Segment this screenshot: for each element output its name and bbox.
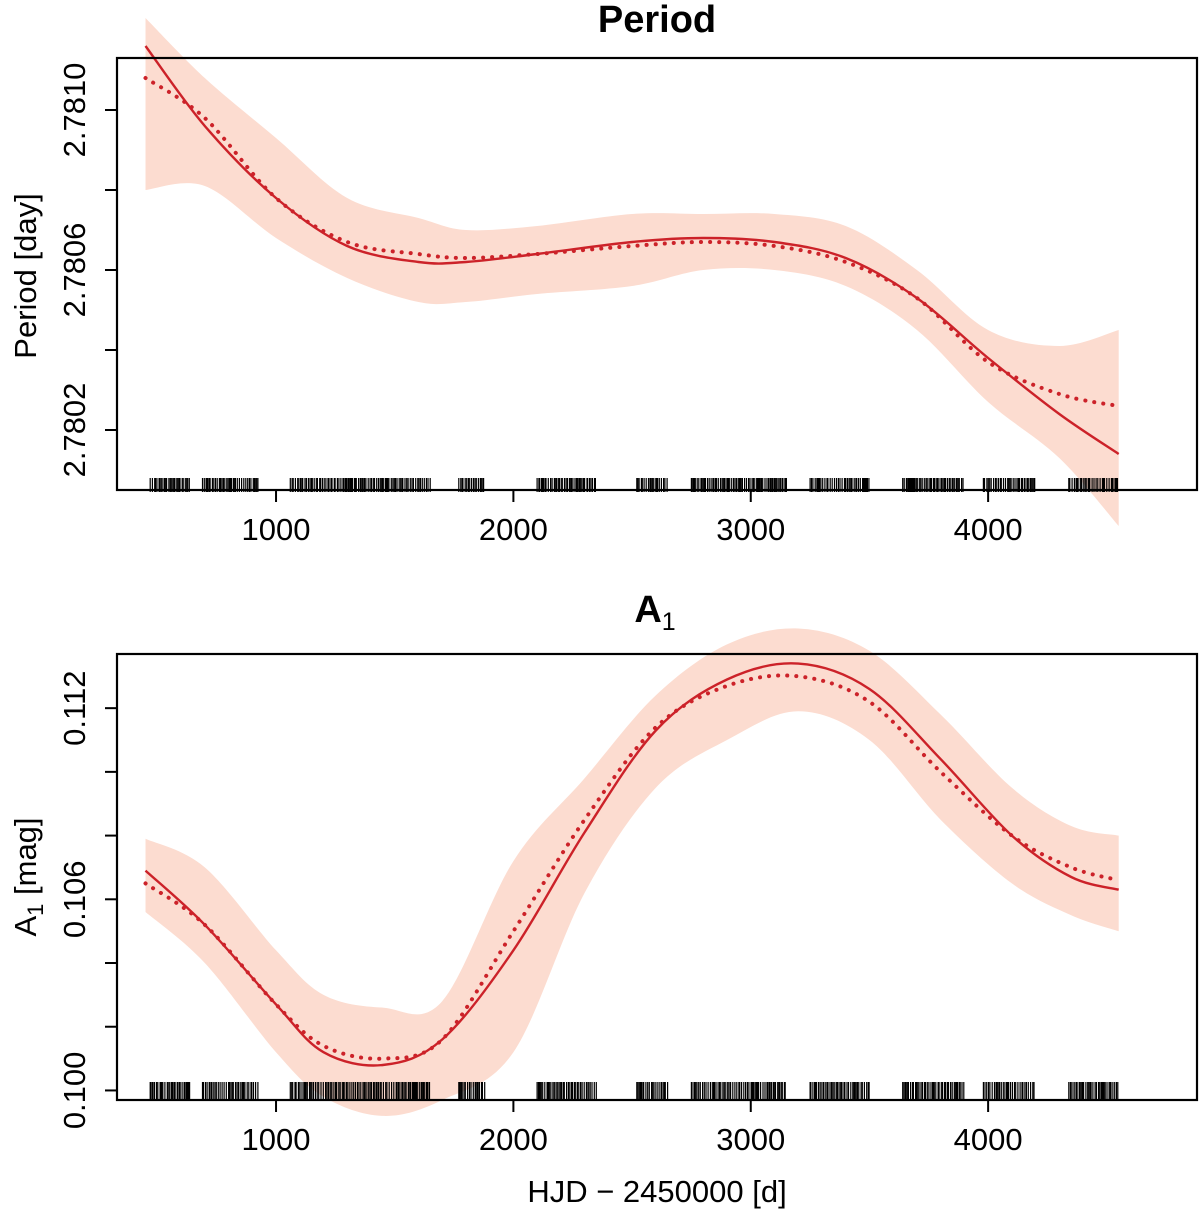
period-y-axis-label: Period [day] (8, 193, 43, 358)
y-tick-label: 0.106 (57, 861, 92, 939)
a1-dotted-series-line (143, 673, 1121, 1061)
a1-confidence-band (145, 628, 1119, 1116)
period-plot-frame (115, 56, 1199, 492)
x-tick-label: 2000 (479, 512, 548, 547)
period-title: Period (598, 0, 716, 41)
x-tick-label: 1000 (242, 1122, 311, 1157)
period-y-axis: 2.7802 2.7806 2.7810 (57, 63, 117, 478)
a1-y-axis-label-subscript: 1 (23, 904, 48, 916)
a1-title-subscript: 1 (662, 608, 676, 636)
a1-y-axis-label: A1 [mag] (8, 817, 48, 936)
period-dotted-series-line (143, 76, 1121, 408)
x-tick-label: 3000 (716, 1122, 785, 1157)
x-tick-label: 4000 (954, 512, 1023, 547)
y-tick-label: 0.112 (57, 671, 92, 746)
a1-y-axis-label-unit: [mag] (8, 817, 43, 903)
period-solid-series-line (144, 45, 1120, 455)
y-tick-label: 0.100 (57, 1052, 92, 1130)
period-plot-layer (143, 18, 1121, 526)
period-panel: Period 1000 2000 3000 4000 2.78022.78062.78… (8, 0, 1199, 547)
a1-x-axis-label: HJD − 2450000 [d] (527, 1174, 786, 1209)
a1-title-main: A (634, 589, 661, 631)
a1-y-axis: 0.100 0.106 0.112 (57, 671, 117, 1130)
x-tick-label: 4000 (954, 1122, 1023, 1157)
a1-plot-layer (143, 628, 1121, 1116)
y-tick-label: 2.7806 (57, 223, 92, 318)
period-confidence-band (145, 18, 1119, 526)
a1-title: A1 (634, 589, 675, 636)
x-tick-label: 2000 (479, 1122, 548, 1157)
x-tick-label: 3000 (716, 512, 785, 547)
y-tick-label: 2.7810 (57, 63, 92, 158)
period-x-axis: 1000 2000 3000 4000 (242, 490, 1023, 547)
a1-x-axis: 1000 2000 3000 4000 (242, 1100, 1023, 1157)
x-tick-label: 1000 (242, 512, 311, 547)
a1-y-axis-label-main: A (8, 916, 43, 937)
a1-solid-series-line (144, 662, 1120, 1067)
y-tick-label: 2.7802 (57, 383, 92, 478)
a1-rug (149, 1082, 1119, 1100)
a1-plot-frame (115, 652, 1199, 1102)
